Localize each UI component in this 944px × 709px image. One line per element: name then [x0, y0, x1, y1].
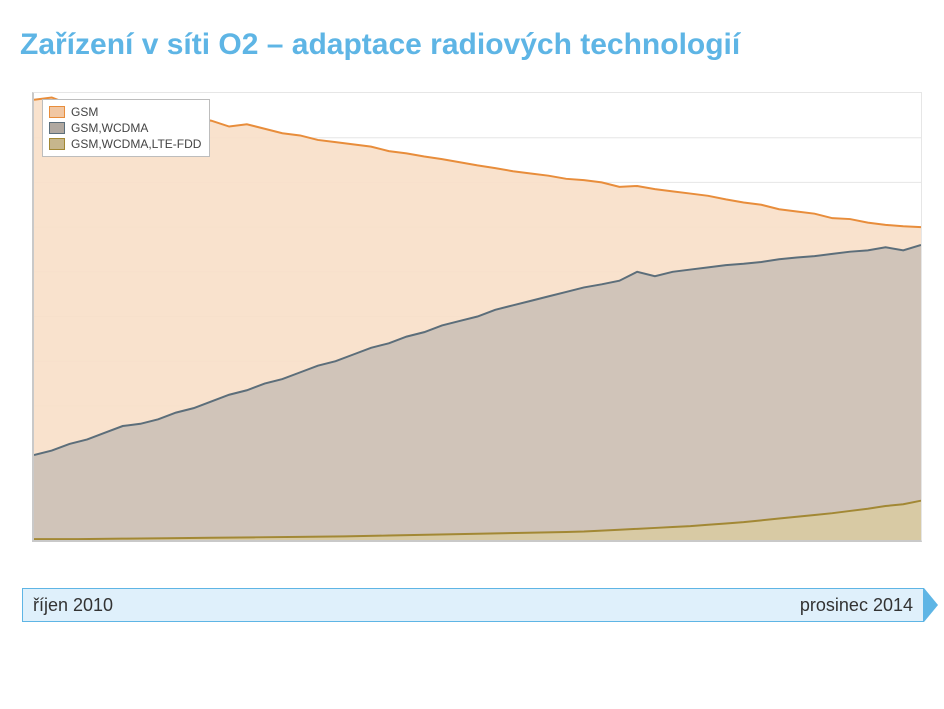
- legend-label: GSM: [71, 104, 98, 120]
- legend-swatch-icon: [49, 106, 65, 118]
- timeline: říjen 2010 prosinec 2014: [22, 588, 938, 622]
- legend-item: GSM,WCDMA,LTE-FDD: [49, 136, 201, 152]
- timeline-end-label: prosinec 2014: [800, 595, 913, 616]
- timeline-arrow-icon: [924, 588, 938, 622]
- timeline-bar: říjen 2010 prosinec 2014: [22, 588, 924, 622]
- timeline-start-label: říjen 2010: [33, 595, 113, 616]
- page-title: Zařízení v síti O2 – adaptace radiových …: [20, 28, 932, 62]
- legend-item: GSM,WCDMA: [49, 120, 201, 136]
- chart-legend: GSMGSM,WCDMAGSM,WCDMA,LTE-FDD: [42, 99, 210, 157]
- legend-swatch-icon: [49, 138, 65, 150]
- chart-plot-area: GSMGSM,WCDMAGSM,WCDMA,LTE-FDD: [32, 92, 922, 542]
- legend-label: GSM,WCDMA: [71, 120, 148, 136]
- legend-swatch-icon: [49, 122, 65, 134]
- chart-svg: [34, 93, 921, 540]
- legend-item: GSM: [49, 104, 201, 120]
- legend-label: GSM,WCDMA,LTE-FDD: [71, 136, 201, 152]
- chart-container: GSMGSM,WCDMAGSM,WCDMA,LTE-FDD: [32, 92, 922, 542]
